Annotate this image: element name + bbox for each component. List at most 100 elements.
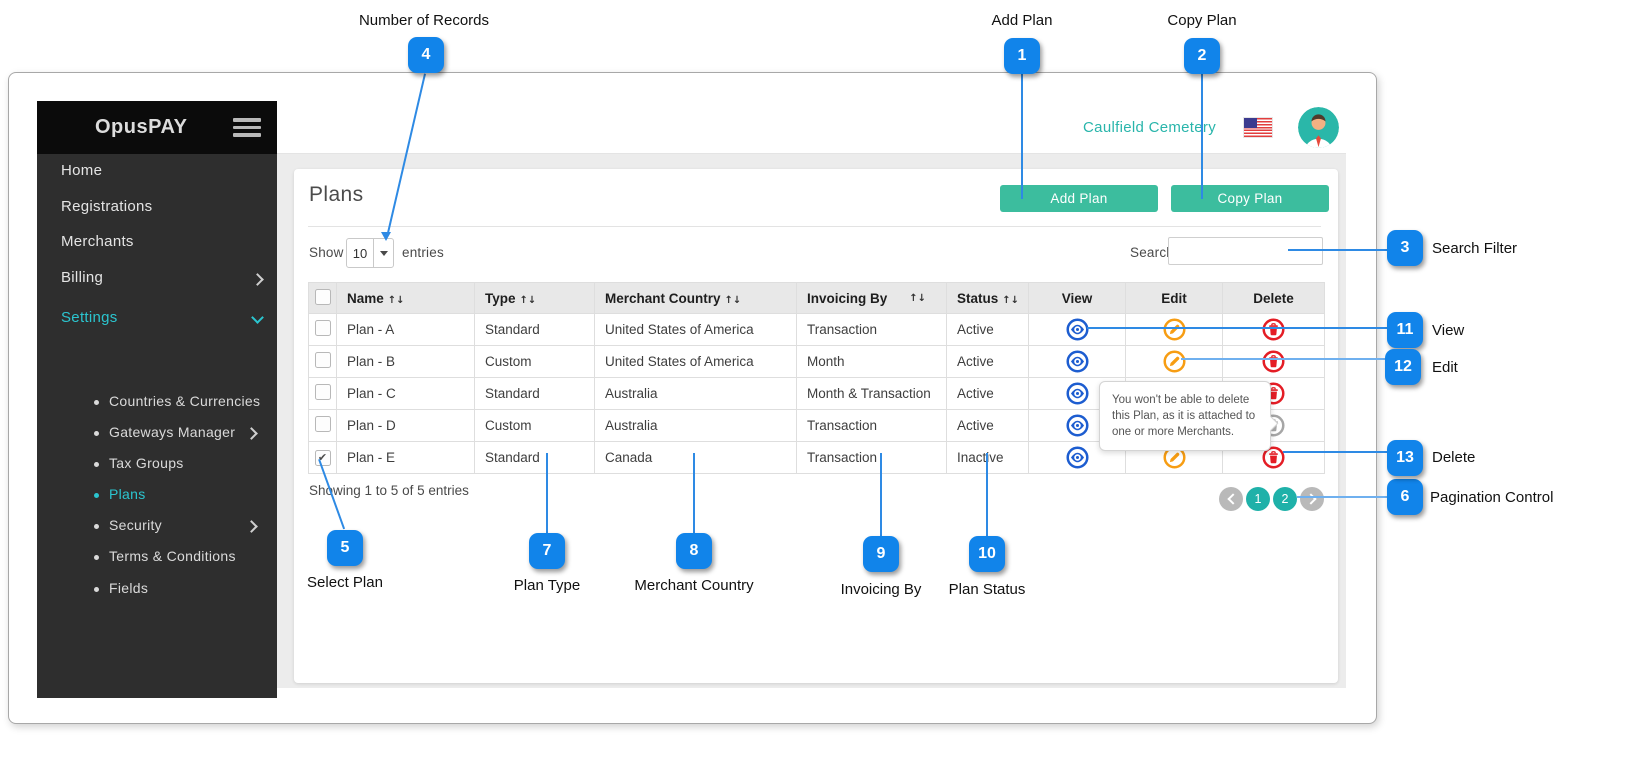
- sidebar-item-plans[interactable]: Plans: [109, 486, 146, 502]
- chevron-right-icon: [245, 427, 258, 440]
- row-checkbox[interactable]: [315, 416, 331, 432]
- callout-badge-6: 6: [1387, 479, 1423, 515]
- chevron-left-icon: [1227, 493, 1238, 504]
- callout-line: [1297, 496, 1387, 498]
- callout-line: [1283, 451, 1387, 453]
- entries-label: entries: [402, 245, 444, 260]
- table-row: Plan - B Custom United States of America…: [309, 346, 1325, 378]
- callout-badge-11: 11: [1387, 312, 1423, 348]
- cell-type: Custom: [475, 346, 595, 378]
- delete-icon[interactable]: [1262, 350, 1285, 373]
- search-input[interactable]: [1168, 237, 1323, 265]
- cell-country: United States of America: [595, 346, 797, 378]
- chevron-down-icon: [251, 311, 264, 324]
- page-title: Plans: [309, 183, 364, 207]
- sidebar-item-registrations[interactable]: Registrations: [61, 198, 152, 215]
- pagination-page-1[interactable]: 1: [1246, 487, 1270, 511]
- cell-invoicing: Transaction: [797, 314, 947, 346]
- cell-country: Australia: [595, 410, 797, 442]
- sidebar-item-countries-currencies[interactable]: Countries & Currencies: [109, 393, 260, 409]
- sidebar-item-home[interactable]: Home: [61, 162, 102, 179]
- column-header-status[interactable]: Status↑↓: [947, 283, 1029, 314]
- callout-badge-12: 12: [1385, 349, 1421, 385]
- callout-label-merchant-country: Merchant Country: [634, 577, 753, 594]
- callout-line: [1201, 74, 1203, 199]
- view-icon[interactable]: [1066, 382, 1089, 405]
- column-header-name[interactable]: Name↑↓: [337, 283, 475, 314]
- pagination-next-button[interactable]: [1300, 487, 1324, 511]
- callout-label-delete: Delete: [1432, 449, 1475, 466]
- callout-label-edit: Edit: [1432, 359, 1458, 376]
- view-icon[interactable]: [1066, 350, 1089, 373]
- column-header-invoicing-by[interactable]: Invoicing By↑↓: [797, 283, 947, 314]
- sort-icon: ↑↓: [909, 293, 926, 304]
- chevron-right-icon: [245, 520, 258, 533]
- sort-icon: ↑↓: [725, 295, 742, 306]
- column-header-merchant-country[interactable]: Merchant Country↑↓: [595, 283, 797, 314]
- annotated-screenshot: OpusPAY Home Registrations Merchants Bil…: [0, 0, 1633, 762]
- us-flag-icon[interactable]: [1244, 118, 1272, 137]
- select-all-checkbox[interactable]: [315, 289, 331, 305]
- callout-badge-4: 4: [408, 37, 444, 73]
- callout-label-add-plan: Add Plan: [992, 12, 1053, 29]
- callout-badge-10: 10: [969, 536, 1005, 572]
- sidebar-item-fields[interactable]: Fields: [109, 580, 148, 596]
- view-icon[interactable]: [1066, 318, 1089, 341]
- bullet-icon: [94, 493, 99, 498]
- bullet-icon: [94, 462, 99, 467]
- sidebar-item-merchants[interactable]: Merchants: [61, 233, 134, 250]
- pagination-page-2[interactable]: 2: [1273, 487, 1297, 511]
- table-row: Plan - A Standard United States of Ameri…: [309, 314, 1325, 346]
- callout-badge-1: 1: [1004, 38, 1040, 74]
- user-avatar[interactable]: [1298, 107, 1339, 148]
- edit-icon[interactable]: [1163, 318, 1186, 341]
- sort-icon: ↑↓: [388, 295, 405, 306]
- callout-label-search-filter: Search Filter: [1432, 240, 1517, 257]
- cell-country: United States of America: [595, 314, 797, 346]
- delete-icon[interactable]: [1262, 318, 1285, 341]
- row-checkbox[interactable]: [315, 384, 331, 400]
- bullet-icon: [94, 431, 99, 436]
- row-checkbox[interactable]: [315, 320, 331, 336]
- hamburger-menu-icon[interactable]: [233, 114, 261, 141]
- copy-plan-button[interactable]: Copy Plan: [1171, 185, 1329, 212]
- sort-icon: ↑↓: [1002, 295, 1019, 306]
- cell-type: Custom: [475, 410, 595, 442]
- sidebar-header: OpusPAY: [37, 101, 277, 154]
- sidebar-item-settings[interactable]: Settings: [61, 309, 118, 326]
- sidebar-item-billing[interactable]: Billing: [61, 269, 103, 286]
- column-header-type[interactable]: Type↑↓: [475, 283, 595, 314]
- add-plan-button[interactable]: Add Plan: [1000, 185, 1158, 212]
- cell-name: Plan - B: [337, 346, 475, 378]
- cell-country: Canada: [595, 442, 797, 474]
- column-header-delete: Delete: [1223, 283, 1325, 314]
- page-size-select[interactable]: 10: [346, 238, 394, 268]
- callout-badge-2: 2: [1184, 38, 1220, 74]
- callout-line: [1288, 249, 1387, 251]
- callout-badge-5: 5: [327, 530, 363, 566]
- cell-status: Active: [947, 314, 1029, 346]
- callout-line: [1087, 327, 1387, 329]
- callout-label-view: View: [1432, 322, 1464, 339]
- callout-badge-13: 13: [1387, 440, 1423, 476]
- column-header-view: View: [1029, 283, 1126, 314]
- edit-icon[interactable]: [1163, 350, 1186, 373]
- sidebar-item-security[interactable]: Security: [109, 517, 162, 533]
- callout-label-select-plan: Select Plan: [307, 574, 383, 591]
- bullet-icon: [94, 587, 99, 592]
- sidebar-item-terms-conditions[interactable]: Terms & Conditions: [109, 548, 236, 564]
- view-icon[interactable]: [1066, 446, 1089, 469]
- callout-label-plan-type: Plan Type: [514, 577, 580, 594]
- callout-label-number-of-records: Number of Records: [359, 12, 489, 29]
- brand-logo: OpusPAY: [95, 116, 187, 139]
- sidebar-item-tax-groups[interactable]: Tax Groups: [109, 455, 184, 471]
- cell-status: Active: [947, 378, 1029, 410]
- callout-label-pagination-control: Pagination Control: [1430, 489, 1553, 506]
- row-checkbox-checked[interactable]: ✔: [315, 450, 331, 466]
- view-icon[interactable]: [1066, 414, 1089, 437]
- row-checkbox[interactable]: [315, 352, 331, 368]
- plans-card: Plans Add Plan Copy Plan Show 10 entries…: [294, 169, 1338, 683]
- pagination-prev-button[interactable]: [1219, 487, 1243, 511]
- callout-line: [693, 453, 695, 533]
- sidebar-item-gateways-manager[interactable]: Gateways Manager: [109, 424, 235, 440]
